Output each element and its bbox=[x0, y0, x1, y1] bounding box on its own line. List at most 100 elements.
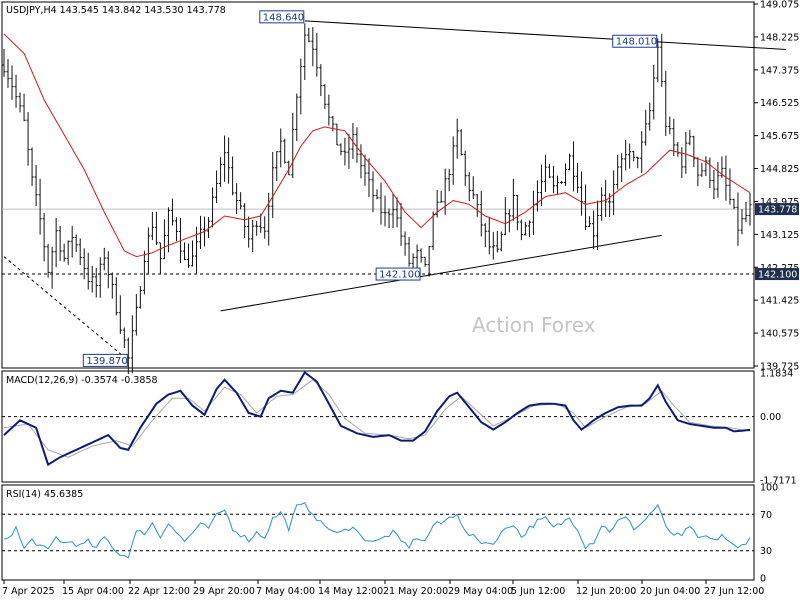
price-annotation: 139.870 bbox=[82, 353, 128, 367]
price-bar bbox=[427, 245, 431, 277]
price-bar bbox=[379, 182, 383, 225]
price-bar bbox=[255, 220, 259, 236]
price-bar bbox=[551, 165, 556, 194]
price-bar bbox=[62, 243, 66, 262]
price-bar bbox=[46, 244, 50, 278]
price-bar bbox=[567, 153, 572, 171]
price-bar bbox=[74, 234, 78, 252]
price-bar bbox=[423, 256, 427, 267]
price-bar bbox=[335, 123, 339, 146]
macd-y-tick-label: -1.7171 bbox=[760, 476, 797, 487]
price-bar bbox=[295, 93, 299, 142]
price-bar bbox=[30, 147, 34, 186]
price-bar bbox=[375, 189, 379, 200]
price-bar bbox=[54, 217, 58, 268]
price-annotation-text: 139.870 bbox=[86, 356, 127, 367]
x-tick-label: 21 May 20:00 bbox=[383, 586, 448, 597]
price-bar bbox=[243, 203, 247, 238]
x-tick-label: 22 Apr 12:00 bbox=[128, 586, 190, 597]
price-bar bbox=[10, 65, 14, 100]
price-bar bbox=[14, 74, 18, 108]
price-bar bbox=[94, 268, 98, 298]
price-y-tick-label: 143.125 bbox=[760, 230, 799, 241]
price-bar bbox=[595, 200, 600, 251]
price-bar bbox=[700, 162, 704, 177]
price-bar bbox=[311, 27, 315, 67]
price-bar bbox=[491, 232, 495, 260]
price-bar bbox=[158, 242, 163, 275]
price-bar bbox=[231, 156, 235, 196]
price-bar bbox=[483, 223, 487, 248]
price-bar bbox=[6, 59, 10, 88]
price-bar bbox=[632, 150, 636, 162]
price-bar bbox=[704, 156, 708, 177]
price-bar bbox=[299, 58, 303, 115]
price-bar bbox=[684, 131, 688, 174]
price-bar bbox=[571, 141, 576, 192]
price-bar bbox=[419, 248, 423, 263]
x-tick-label: 29 May 04:00 bbox=[448, 586, 513, 597]
price-bar bbox=[154, 211, 159, 245]
price-bar bbox=[740, 209, 744, 235]
price-bar bbox=[600, 187, 604, 221]
price-bar bbox=[511, 178, 515, 221]
price-bar bbox=[150, 211, 154, 241]
price-bar bbox=[383, 195, 387, 227]
price-bar bbox=[283, 138, 287, 164]
price-bar bbox=[86, 252, 90, 290]
price-bar bbox=[604, 179, 608, 218]
price-bar bbox=[415, 244, 419, 270]
price-y-tick-label: 149.075 bbox=[760, 0, 799, 11]
x-tick-label: 20 Jun 04:00 bbox=[640, 586, 700, 597]
price-bar bbox=[363, 154, 367, 186]
price-bar bbox=[267, 192, 271, 246]
price-bar bbox=[275, 151, 279, 182]
price-bar bbox=[624, 139, 628, 171]
price-bar bbox=[106, 251, 110, 289]
price-bar bbox=[628, 143, 632, 169]
price-bar bbox=[102, 247, 106, 271]
price-bar bbox=[563, 163, 568, 186]
price-bar bbox=[435, 189, 439, 218]
price-bar bbox=[18, 92, 22, 113]
price-bar bbox=[407, 236, 411, 267]
price-bar bbox=[692, 135, 696, 167]
price-bar bbox=[38, 178, 42, 235]
symbol-header: USDJPY,H4 143.545 143.842 143.530 143.77… bbox=[6, 5, 226, 16]
price-bar bbox=[347, 134, 351, 169]
price-bar bbox=[291, 112, 295, 179]
price-bar bbox=[315, 33, 319, 77]
price-bar bbox=[34, 164, 38, 206]
support-level-label: 142.100 bbox=[758, 270, 797, 281]
price-bar bbox=[555, 175, 560, 195]
price-bar bbox=[206, 217, 211, 239]
price-bar bbox=[26, 112, 30, 166]
price-y-tick-label: 147.375 bbox=[760, 65, 799, 76]
rsi-y-tick-label: 0 bbox=[760, 574, 766, 585]
price-bar bbox=[527, 220, 532, 237]
price-bar bbox=[327, 94, 331, 126]
price-bar bbox=[648, 102, 652, 131]
x-tick-label: 27 Jun 12:00 bbox=[704, 586, 764, 597]
price-bar bbox=[98, 257, 102, 298]
price-bar bbox=[652, 64, 656, 120]
price-y-tick-label: 144.825 bbox=[760, 164, 799, 175]
dashed-trendline bbox=[3, 256, 129, 361]
price-annotation-text: 142.100 bbox=[379, 270, 420, 281]
price-bar bbox=[190, 240, 195, 267]
price-bar bbox=[227, 137, 231, 184]
price-bar bbox=[307, 27, 311, 43]
price-bar bbox=[748, 192, 752, 226]
price-bar bbox=[708, 157, 712, 189]
x-tick-label: 15 Apr 04:00 bbox=[62, 586, 124, 597]
price-bar bbox=[447, 168, 451, 192]
macd-line bbox=[3, 370, 751, 467]
price-annotation-text: 148.640 bbox=[263, 12, 304, 23]
moving-average-line bbox=[3, 33, 751, 258]
price-y-tick-label: 141.425 bbox=[760, 296, 799, 307]
price-bar bbox=[166, 207, 171, 253]
price-annotation: 142.100 bbox=[375, 267, 421, 281]
price-y-tick-label: 139.725 bbox=[760, 362, 799, 373]
price-y-tick-label: 148.225 bbox=[760, 32, 799, 43]
